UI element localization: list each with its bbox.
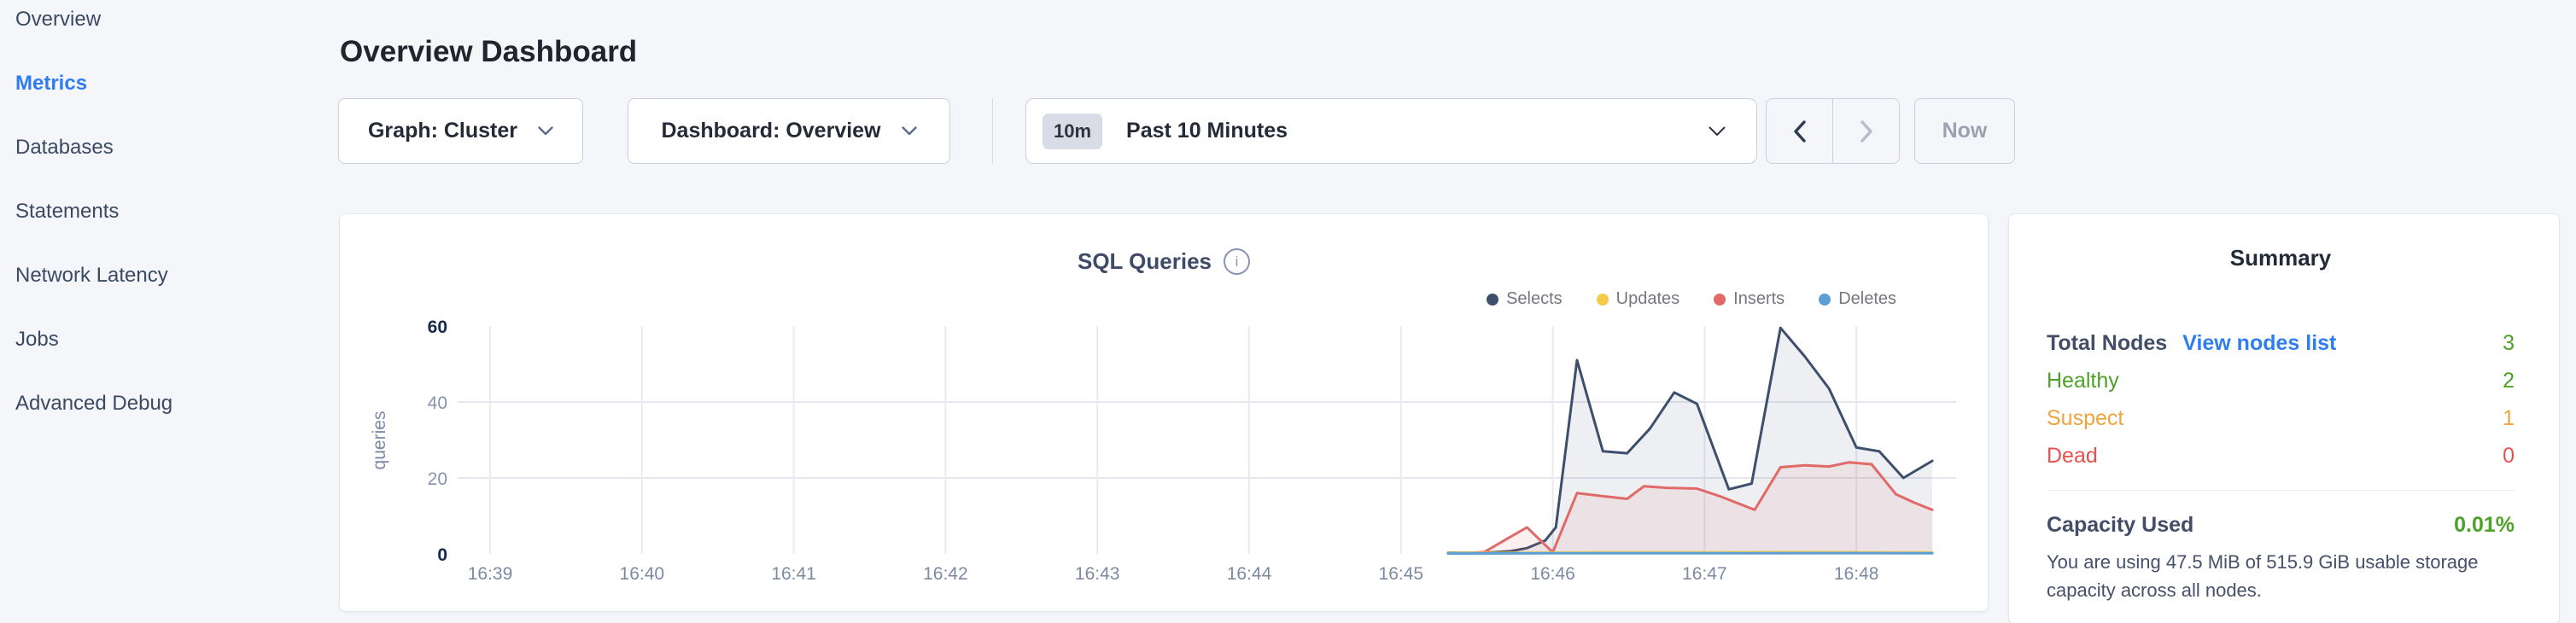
svg-text:0: 0 [437, 545, 447, 565]
page-title: Overview Dashboard [340, 35, 638, 69]
svg-text:16:48: 16:48 [1834, 564, 1879, 581]
now-button[interactable]: Now [1914, 98, 2015, 164]
chevron-left-icon [1792, 119, 1808, 143]
sidebar-item-metrics[interactable]: Metrics [15, 72, 88, 95]
svg-text:16:45: 16:45 [1379, 564, 1424, 581]
prev-time-button[interactable] [1767, 99, 1832, 163]
svg-text:16:41: 16:41 [771, 564, 816, 581]
legend-label: Deletes [1838, 289, 1896, 308]
total-nodes-label: Total Nodes [2047, 330, 2168, 355]
total-nodes-value: 3 [2503, 330, 2515, 355]
svg-text:16:46: 16:46 [1530, 564, 1575, 581]
svg-text:16:39: 16:39 [468, 564, 513, 581]
legend-label: Updates [1615, 289, 1680, 308]
legend-dot-icon [1714, 293, 1726, 306]
legend-label: Selects [1506, 289, 1563, 308]
svg-text:16:43: 16:43 [1075, 564, 1120, 581]
summary-rows: Total Nodes View nodes list 3 Healthy 2 … [2047, 324, 2515, 475]
graph-dropdown-label: Graph: Cluster [367, 119, 518, 143]
svg-text:queries: queries [370, 411, 389, 470]
chevron-down-icon [1709, 126, 1726, 137]
healthy-value: 2 [2503, 368, 2515, 393]
dashboard-dropdown[interactable]: Dashboard: Overview [628, 98, 950, 164]
svg-text:16:44: 16:44 [1227, 564, 1272, 581]
view-nodes-list-link[interactable]: View nodes list [2182, 330, 2337, 355]
dead-value: 0 [2503, 443, 2515, 468]
summary-title: Summary [2229, 245, 2332, 271]
healthy-label: Healthy [2047, 368, 2119, 393]
time-window-label: Past 10 Minutes [1126, 119, 1288, 143]
svg-text:16:42: 16:42 [923, 564, 968, 581]
legend-dot-icon [1596, 293, 1609, 306]
legend-item-selects: Selects [1487, 289, 1563, 309]
legend-item-inserts: Inserts [1714, 289, 1785, 309]
summary-divider [2047, 490, 2515, 491]
svg-text:60: 60 [428, 317, 447, 337]
now-button-label: Now [1942, 119, 1988, 143]
graph-dropdown[interactable]: Graph: Cluster [338, 98, 583, 164]
legend-label: Inserts [1733, 289, 1785, 308]
controls-divider [992, 98, 993, 164]
chevron-down-icon [901, 126, 917, 136]
sidebar-item-databases[interactable]: Databases [15, 136, 114, 159]
capacity-description: You are using 47.5 MiB of 515.9 GiB usab… [2047, 551, 2479, 601]
summary-row-dead: Dead 0 [2047, 437, 2515, 475]
sidebar-item-statements[interactable]: Statements [15, 200, 120, 223]
chevron-down-icon [538, 126, 553, 136]
dead-label: Dead [2047, 443, 2098, 468]
suspect-value: 1 [2503, 405, 2515, 430]
sidebar-item-jobs[interactable]: Jobs [15, 328, 59, 351]
legend-dot-icon [1487, 293, 1499, 306]
capacity-used-value: 0.01% [2454, 513, 2515, 537]
suspect-label: Suspect [2047, 405, 2124, 430]
legend-item-updates: Updates [1596, 289, 1680, 309]
chart-legend: Selects Updates Inserts Deletes [1487, 289, 1896, 309]
sidebar: Overview Metrics Databases Statements Ne… [0, 0, 324, 455]
time-step-buttons [1766, 98, 1900, 164]
info-icon[interactable]: i [1224, 248, 1251, 275]
next-time-button[interactable] [1832, 99, 1899, 163]
legend-dot-icon [1819, 293, 1831, 306]
sql-queries-chart: 16:39 16:40 16:41 16:42 16:43 16:44 16:45 16:46… [370, 317, 1956, 581]
chevron-right-icon [1859, 119, 1874, 143]
summary-panel: Summary Total Nodes View nodes list 3 He… [2008, 213, 2560, 623]
summary-row-total-nodes: Total Nodes View nodes list 3 [2047, 324, 2515, 362]
svg-text:16:47: 16:47 [1682, 564, 1727, 581]
capacity-used-label: Capacity Used [2047, 513, 2194, 537]
dashboard-dropdown-label: Dashboard: Overview [661, 119, 881, 143]
capacity-used-row: Capacity Used 0.01% [2047, 513, 2515, 538]
legend-item-deletes: Deletes [1819, 289, 1896, 309]
sql-queries-chart-card: SQL Queries i Selects Updates Inserts Delet… [339, 213, 1989, 612]
sidebar-item-network-latency[interactable]: Network Latency [15, 264, 168, 287]
svg-text:40: 40 [428, 393, 447, 413]
sidebar-item-advanced-debug[interactable]: Advanced Debug [15, 392, 173, 415]
sidebar-item-overview[interactable]: Overview [15, 8, 102, 31]
time-window-badge: 10m [1043, 113, 1103, 149]
summary-row-suspect: Suspect 1 [2047, 399, 2515, 437]
summary-row-healthy: Healthy 2 [2047, 362, 2515, 399]
time-window-select[interactable]: 10m Past 10 Minutes [1025, 98, 1757, 164]
chart-title: SQL Queries [1077, 248, 1212, 274]
svg-text:16:40: 16:40 [620, 564, 665, 581]
svg-text:20: 20 [428, 469, 447, 489]
chart-title-row: SQL Queries i [340, 248, 1988, 275]
